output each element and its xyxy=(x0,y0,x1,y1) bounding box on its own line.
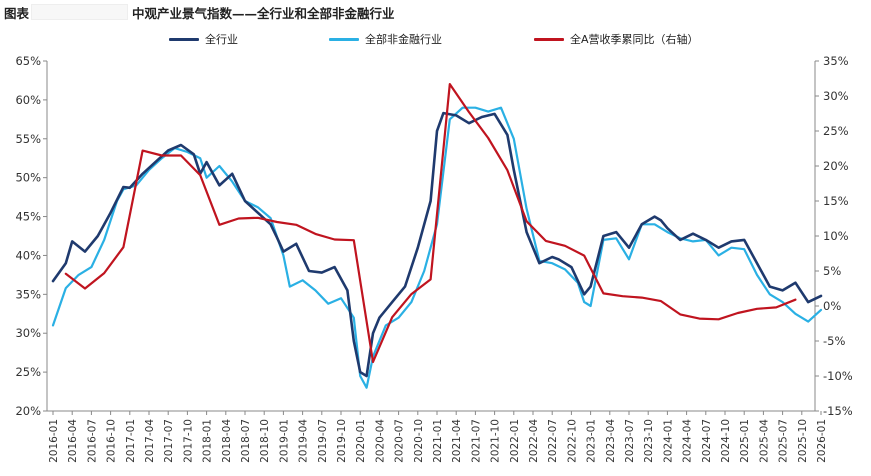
right-tick-label: -5% xyxy=(823,334,845,348)
right-tick-label: -15% xyxy=(823,404,853,418)
x-tick-label: 2019-01 xyxy=(278,419,290,463)
x-tick-label: 2024-01 xyxy=(662,419,674,463)
x-tick-label: 2023-10 xyxy=(643,419,655,463)
x-tick-label: 2023-07 xyxy=(624,419,636,463)
x-tick-label: 2016-04 xyxy=(67,419,79,463)
left-tick-label: 25% xyxy=(15,365,41,379)
x-tick-label: 2016-10 xyxy=(106,419,118,463)
x-tick-label: 2024-07 xyxy=(701,419,713,463)
x-tick-label: 2019-07 xyxy=(317,419,329,463)
legend-label: 全A营收季累同比（右轴） xyxy=(570,33,699,46)
legend-swatch xyxy=(169,37,199,41)
series-line-2 xyxy=(64,82,797,364)
x-tick-label: 2024-10 xyxy=(720,419,732,463)
x-tick-label: 2020-10 xyxy=(413,419,425,463)
chart-legend: 全行业 全部非金融行业 全A营收季累同比（右轴） xyxy=(0,31,871,49)
x-tick-label: 2023-04 xyxy=(605,419,617,463)
series-line-0 xyxy=(51,111,823,378)
series-line-1 xyxy=(51,106,823,389)
x-tick-label: 2017-04 xyxy=(144,419,156,463)
chart-title: 中观产业景气指数——全行业和全部非金融行业 xyxy=(132,5,395,21)
x-tick-label: 2025-07 xyxy=(778,419,790,463)
right-tick-label: 0% xyxy=(823,299,841,313)
x-tick-label: 2016-07 xyxy=(86,419,98,463)
x-tick-label: 2019-04 xyxy=(298,419,310,463)
legend-item-all-industries: 全行业 xyxy=(169,31,238,47)
left-tick-label: 20% xyxy=(15,404,41,418)
x-tick-label: 2023-01 xyxy=(586,419,598,463)
x-tick-label: 2017-10 xyxy=(182,419,194,463)
x-tick-label: 2021-07 xyxy=(470,419,482,463)
left-tick-label: 50% xyxy=(15,171,41,185)
x-tick-label: 2025-01 xyxy=(739,419,751,463)
right-tick-label: 30% xyxy=(823,89,849,103)
redacted-source-box xyxy=(31,4,129,20)
x-tick-label: 2022-10 xyxy=(566,419,578,463)
right-tick-label: 15% xyxy=(823,194,849,208)
left-tick-label: 45% xyxy=(15,210,41,224)
x-tick-label: 2025-04 xyxy=(758,419,770,463)
right-tick-label: 20% xyxy=(823,159,849,173)
right-tick-label: 35% xyxy=(823,54,849,68)
x-tick-label: 2021-10 xyxy=(490,419,502,463)
x-tick-label: 2018-07 xyxy=(240,419,252,463)
x-tick-label: 2026-01 xyxy=(816,419,828,463)
x-tick-label: 2016-01 xyxy=(48,419,60,463)
x-tick-label: 2020-04 xyxy=(374,419,386,463)
left-tick-label: 65% xyxy=(15,54,41,68)
x-tick-label: 2018-04 xyxy=(221,419,233,463)
legend-item-non-financial: 全部非金融行业 xyxy=(329,31,442,47)
right-tick-label: 25% xyxy=(823,124,849,138)
x-tick-label: 2018-10 xyxy=(259,419,271,463)
x-tick-label: 2021-01 xyxy=(432,419,444,463)
legend-swatch xyxy=(329,37,359,41)
right-tick-label: 10% xyxy=(823,229,849,243)
x-tick-label: 2020-01 xyxy=(355,419,367,463)
left-tick-label: 60% xyxy=(15,93,41,107)
legend-swatch xyxy=(534,37,564,41)
legend-label: 全行业 xyxy=(205,33,238,46)
x-tick-label: 2024-04 xyxy=(682,419,694,463)
x-tick-label: 2022-01 xyxy=(509,419,521,463)
x-tick-label: 2022-04 xyxy=(528,419,540,463)
x-tick-label: 2018-01 xyxy=(202,419,214,463)
left-tick-label: 35% xyxy=(15,287,41,301)
chart-title-prefix: 图表 xyxy=(4,5,30,21)
chart-title-row: 图表 中观产业景气指数——全行业和全部非金融行业 xyxy=(4,3,395,21)
x-tick-label: 2017-01 xyxy=(125,419,137,463)
left-tick-label: 55% xyxy=(15,132,41,146)
x-tick-label: 2020-07 xyxy=(394,419,406,463)
x-tick-label: 2022-07 xyxy=(547,419,559,463)
x-tick-label: 2017-07 xyxy=(163,419,175,463)
x-tick-label: 2025-10 xyxy=(797,419,809,463)
left-tick-label: 30% xyxy=(15,326,41,340)
legend-label: 全部非金融行业 xyxy=(365,33,442,46)
left-tick-label: 40% xyxy=(15,248,41,262)
x-tick-label: 2021-04 xyxy=(451,419,463,463)
right-tick-label: -10% xyxy=(823,369,853,383)
x-tick-label: 2019-10 xyxy=(336,419,348,463)
legend-item-revenue-yoy: 全A营收季累同比（右轴） xyxy=(534,31,699,47)
right-tick-label: 5% xyxy=(823,264,841,278)
